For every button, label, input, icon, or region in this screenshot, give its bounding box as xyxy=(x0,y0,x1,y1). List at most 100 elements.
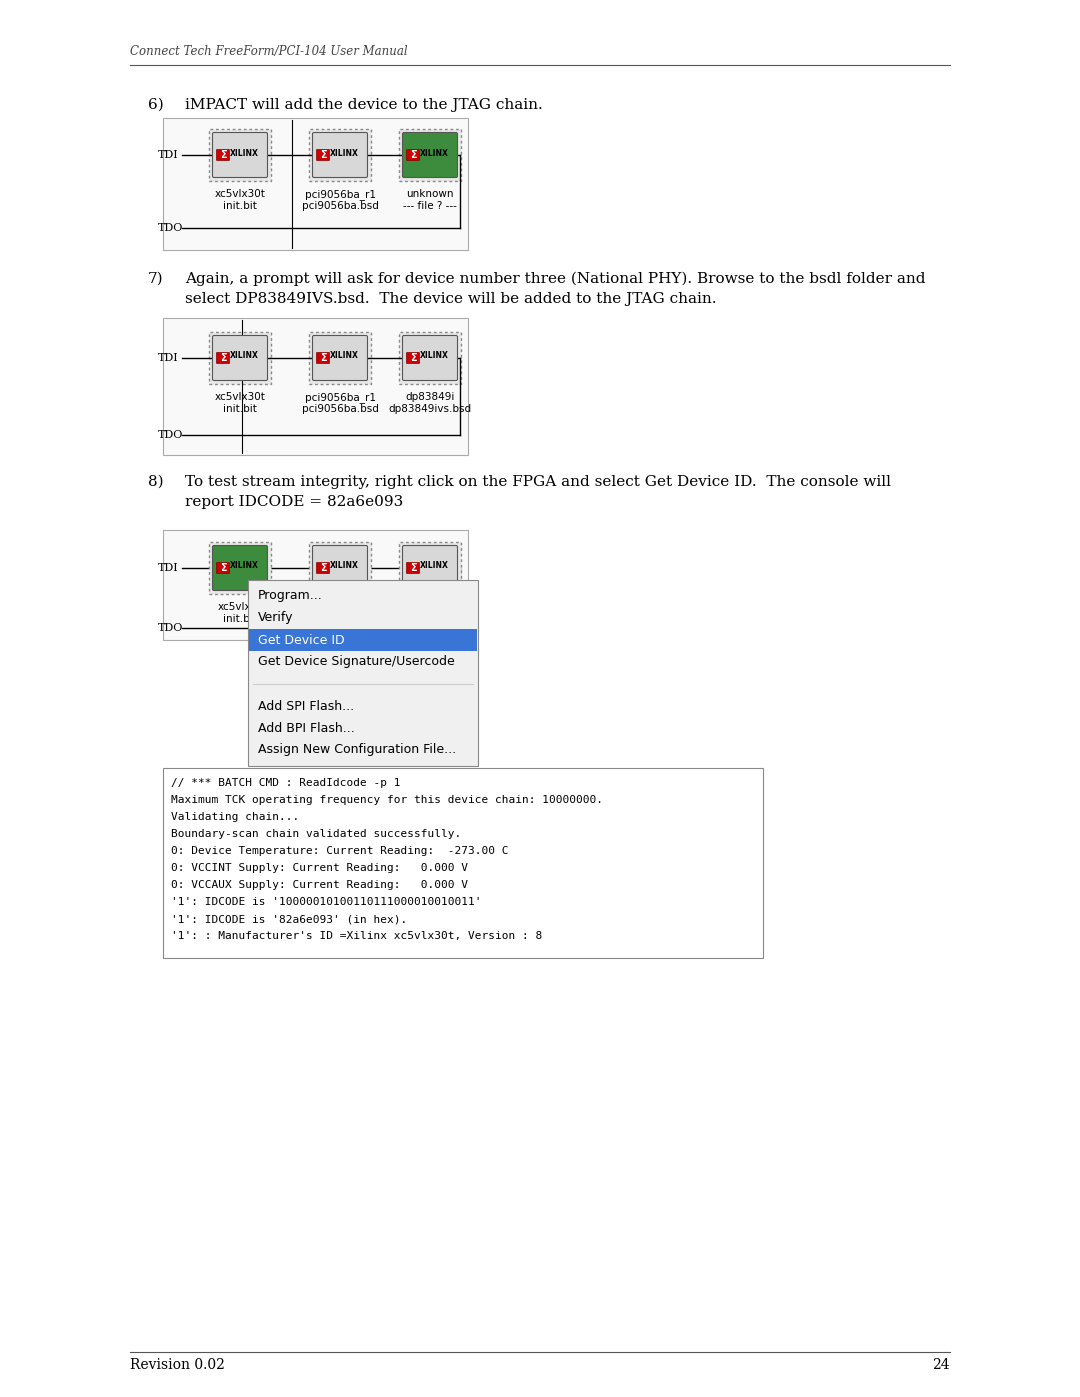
Text: XILINX: XILINX xyxy=(419,148,448,158)
Text: XILINX: XILINX xyxy=(329,352,359,360)
Bar xyxy=(210,542,271,594)
FancyBboxPatch shape xyxy=(312,133,367,177)
Text: TDO: TDO xyxy=(158,430,184,440)
Text: XILINX: XILINX xyxy=(329,148,359,158)
Text: Add SPI Flash...: Add SPI Flash... xyxy=(258,700,354,712)
Bar xyxy=(163,319,468,455)
Text: Σ: Σ xyxy=(320,353,326,363)
Bar xyxy=(163,529,468,640)
FancyBboxPatch shape xyxy=(406,149,419,161)
FancyBboxPatch shape xyxy=(213,133,268,177)
Text: Σ: Σ xyxy=(409,149,416,161)
Text: report IDCODE = 82a6e093: report IDCODE = 82a6e093 xyxy=(185,495,403,509)
Bar xyxy=(399,332,461,384)
FancyBboxPatch shape xyxy=(403,335,458,380)
Text: 849i: 849i xyxy=(435,604,458,615)
FancyBboxPatch shape xyxy=(316,563,329,574)
Bar xyxy=(399,542,461,594)
Text: Verify: Verify xyxy=(258,612,294,624)
Text: init.bit: init.bit xyxy=(224,615,257,624)
Text: Σ: Σ xyxy=(219,563,227,573)
Text: 8): 8) xyxy=(148,475,164,489)
Text: --- file ? ---: --- file ? --- xyxy=(403,201,457,211)
Text: 0: Device Temperature: Current Reading:  -273.00 C: 0: Device Temperature: Current Reading: … xyxy=(171,847,509,856)
Text: XILINX: XILINX xyxy=(419,352,448,360)
Text: Assign New Configuration File...: Assign New Configuration File... xyxy=(258,743,456,757)
Text: 6): 6) xyxy=(148,98,164,112)
Text: Get Device ID: Get Device ID xyxy=(258,633,345,647)
FancyBboxPatch shape xyxy=(213,545,268,591)
FancyBboxPatch shape xyxy=(216,352,229,363)
Text: '1': IDCODE is '82a6e093' (in hex).: '1': IDCODE is '82a6e093' (in hex). xyxy=(171,914,407,923)
Text: 0: VCCAUX Supply: Current Reading:   0.000 V: 0: VCCAUX Supply: Current Reading: 0.000… xyxy=(171,880,468,890)
Text: '1': IDCODE is '10000010100110111000010010011': '1': IDCODE is '100000101001101110000100… xyxy=(171,897,482,907)
Bar xyxy=(249,629,477,651)
FancyBboxPatch shape xyxy=(213,335,268,380)
Text: 24: 24 xyxy=(932,1358,950,1372)
Text: XILINX: XILINX xyxy=(419,562,448,570)
Text: xc5vlx30t: xc5vlx30t xyxy=(215,393,266,402)
Text: pci9056ba.bsd: pci9056ba.bsd xyxy=(301,404,378,414)
Text: init.bit: init.bit xyxy=(224,404,257,414)
Text: TDI: TDI xyxy=(158,149,179,161)
FancyBboxPatch shape xyxy=(312,545,367,591)
Bar xyxy=(309,332,372,384)
Text: Σ: Σ xyxy=(219,149,227,161)
Text: Σ: Σ xyxy=(409,563,416,573)
FancyBboxPatch shape xyxy=(216,149,229,161)
Text: unknown: unknown xyxy=(406,189,454,198)
FancyBboxPatch shape xyxy=(406,563,419,574)
Text: pci9056ba_r1: pci9056ba_r1 xyxy=(305,393,376,402)
FancyBboxPatch shape xyxy=(312,335,367,380)
Bar xyxy=(399,129,461,182)
FancyBboxPatch shape xyxy=(216,563,229,574)
Text: XILINX: XILINX xyxy=(329,562,359,570)
Text: TDI: TDI xyxy=(158,353,179,363)
Text: init.bit: init.bit xyxy=(224,201,257,211)
Bar xyxy=(163,768,762,958)
Bar xyxy=(309,129,372,182)
Text: xc5vlx...: xc5vlx... xyxy=(218,602,261,612)
Text: 0: VCCINT Supply: Current Reading:   0.000 V: 0: VCCINT Supply: Current Reading: 0.000… xyxy=(171,863,468,873)
Text: dp83849i: dp83849i xyxy=(405,393,455,402)
Text: ivs.bsd: ivs.bsd xyxy=(435,617,472,627)
Text: dp83849ivs.bsd: dp83849ivs.bsd xyxy=(389,404,472,414)
Text: Σ: Σ xyxy=(320,563,326,573)
Text: Add BPI Flash...: Add BPI Flash... xyxy=(258,721,354,735)
Text: Revision 0.02: Revision 0.02 xyxy=(130,1358,225,1372)
Text: Connect Tech FreeForm/PCI-104 User Manual: Connect Tech FreeForm/PCI-104 User Manua… xyxy=(130,45,407,59)
Text: Again, a prompt will ask for device number three (National PHY). Browse to the b: Again, a prompt will ask for device numb… xyxy=(185,272,926,286)
Text: To test stream integrity, right click on the FPGA and select Get Device ID.  The: To test stream integrity, right click on… xyxy=(185,475,891,489)
Text: Boundary-scan chain validated successfully.: Boundary-scan chain validated successful… xyxy=(171,828,461,840)
Text: XILINX: XILINX xyxy=(230,562,258,570)
FancyBboxPatch shape xyxy=(316,352,329,363)
Text: Program...: Program... xyxy=(258,590,323,602)
Text: XILINX: XILINX xyxy=(230,352,258,360)
Text: Get Device Signature/Usercode: Get Device Signature/Usercode xyxy=(258,655,455,669)
Text: Σ: Σ xyxy=(219,353,227,363)
FancyBboxPatch shape xyxy=(406,352,419,363)
Text: iMPACT will add the device to the JTAG chain.: iMPACT will add the device to the JTAG c… xyxy=(185,98,543,112)
Text: Maximum TCK operating frequency for this device chain: 10000000.: Maximum TCK operating frequency for this… xyxy=(171,795,603,805)
Text: pci9056ba.bsd: pci9056ba.bsd xyxy=(301,201,378,211)
Text: pci9056ba_r1: pci9056ba_r1 xyxy=(305,189,376,200)
Text: XILINX: XILINX xyxy=(230,148,258,158)
Text: // *** BATCH CMD : ReadIdcode -p 1: // *** BATCH CMD : ReadIdcode -p 1 xyxy=(171,778,401,788)
Text: 7): 7) xyxy=(148,272,164,286)
Text: select DP83849IVS.bsd.  The device will be added to the JTAG chain.: select DP83849IVS.bsd. The device will b… xyxy=(185,292,716,306)
Bar xyxy=(309,542,372,594)
FancyBboxPatch shape xyxy=(403,133,458,177)
Bar xyxy=(210,129,271,182)
Bar xyxy=(248,580,478,766)
Bar xyxy=(163,117,468,250)
FancyBboxPatch shape xyxy=(403,545,458,591)
Text: xc5vlx30t: xc5vlx30t xyxy=(215,189,266,198)
Text: Σ: Σ xyxy=(409,353,416,363)
Bar xyxy=(210,332,271,384)
Text: Validating chain...: Validating chain... xyxy=(171,812,299,821)
Text: '1': : Manufacturer's ID =Xilinx xc5vlx30t, Version : 8: '1': : Manufacturer's ID =Xilinx xc5vlx3… xyxy=(171,930,542,942)
Text: TDI: TDI xyxy=(158,563,179,573)
Text: TDO: TDO xyxy=(158,224,184,233)
FancyBboxPatch shape xyxy=(316,149,329,161)
Text: TDO: TDO xyxy=(158,623,184,633)
